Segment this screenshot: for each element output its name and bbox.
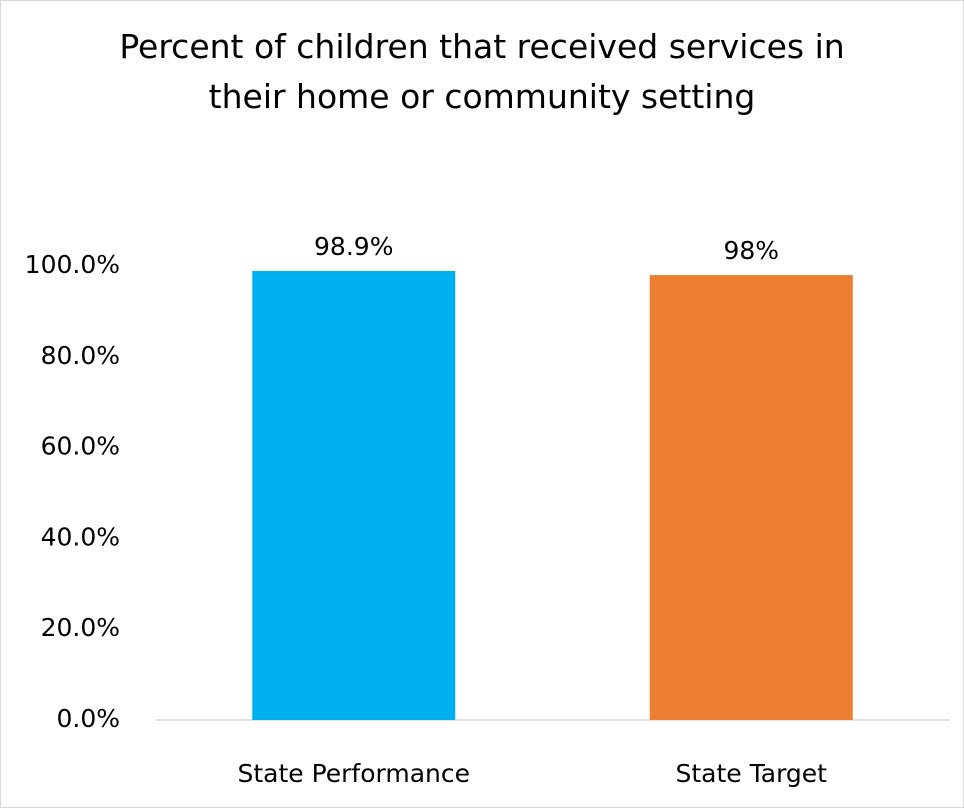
category-labels: State Performance State Target [237,759,827,788]
y-tick-label: 40.0% [41,522,120,551]
y-tick-label: 100.0% [25,250,120,279]
data-labels: 98.9% 98% [314,232,779,265]
data-label-state-target: 98% [723,236,779,265]
chart-title: Percent of children that received servic… [0,22,964,122]
bar-state-performance [252,270,456,720]
chart-title-line-2: their home or community setting [208,77,756,116]
y-tick-label: 60.0% [41,432,120,461]
bars [252,270,853,720]
y-tick-label: 80.0% [41,341,120,370]
y-tick-label: 0.0% [56,704,120,733]
y-tick-label: 20.0% [41,613,120,642]
chart-title-line-1: Percent of children that received servic… [119,27,845,66]
category-label-state-performance: State Performance [237,759,470,788]
category-label-state-target: State Target [676,759,828,788]
y-axis-tick-labels: 0.0% 20.0% 40.0% 60.0% 80.0% 100.0% [25,250,120,733]
bar-state-target [649,275,853,720]
data-label-state-performance: 98.9% [314,232,393,261]
